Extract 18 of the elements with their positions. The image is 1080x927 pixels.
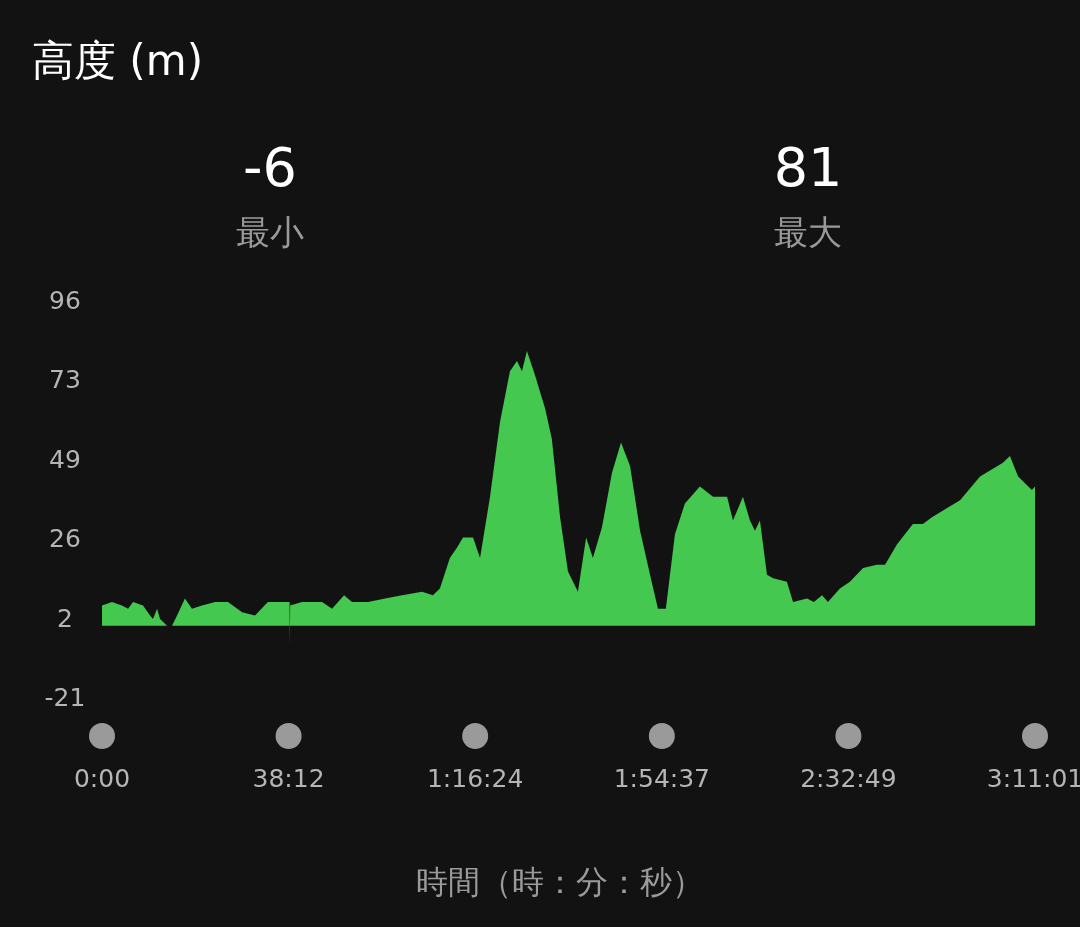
xtick-label: 2:32:49	[800, 764, 897, 793]
ytick-label: 26	[49, 524, 81, 554]
xtick-label: 1:54:37	[613, 764, 710, 793]
xtick-label: 1:16:24	[427, 764, 524, 793]
title: 高度 (m)	[32, 36, 204, 85]
xtick-label: 38:12	[252, 764, 325, 793]
xlabel: 時間（時：分：秒）	[416, 863, 704, 901]
annotation: 81	[773, 136, 843, 199]
annotation: -6	[243, 136, 297, 199]
xtick-label: 0:00	[73, 764, 131, 793]
ytick-label: 73	[49, 365, 81, 395]
xtick-label: 3:11:01	[986, 764, 1080, 793]
ytick-label: 49	[49, 444, 81, 474]
annotation: 最大	[774, 212, 842, 252]
annotation: 最小	[236, 212, 304, 252]
ytick-label: 2	[57, 603, 73, 633]
ytick-label: -21	[44, 683, 86, 712]
ytick-label: 96	[49, 286, 81, 315]
